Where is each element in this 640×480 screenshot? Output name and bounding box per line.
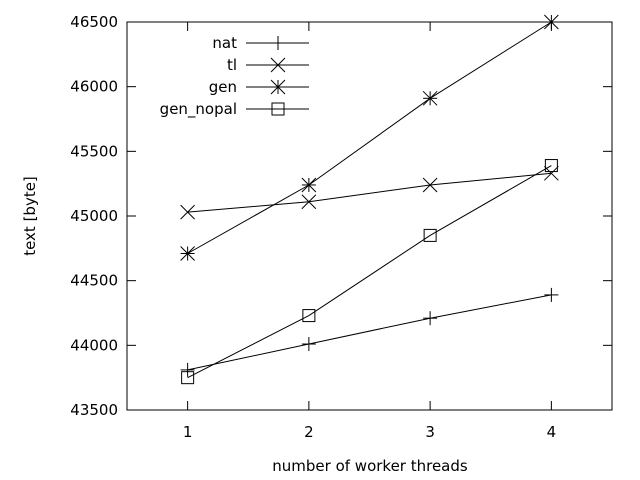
series-gen-point-stroke xyxy=(544,14,559,30)
series-gen-nopal-point xyxy=(544,159,558,173)
legend-gen-nopal-marker-stroke xyxy=(271,102,285,116)
series-gen-nopal-point xyxy=(423,228,437,242)
series-nat-point xyxy=(544,287,559,302)
y-tick-label: 45500 xyxy=(70,142,118,160)
series-tl-point xyxy=(422,177,438,193)
series-gen-point-stroke xyxy=(180,246,195,261)
series-tl-line xyxy=(187,172,552,213)
plot-frame xyxy=(126,21,613,411)
legend-nat-marker xyxy=(271,36,285,50)
series-layer xyxy=(180,14,559,385)
series-tl-point-stroke xyxy=(180,204,195,220)
y-tick-label: 44000 xyxy=(70,336,118,354)
series-gen-nopal-point-stroke xyxy=(181,371,195,385)
legend: nat tl gen gen_nopal xyxy=(160,34,309,119)
y-tick-label: 46500 xyxy=(70,13,118,31)
series-gen-line xyxy=(187,21,552,254)
x-tick-label: 2 xyxy=(304,423,314,441)
series-gen-nopal-point-stroke xyxy=(302,309,316,323)
series-gen-point xyxy=(301,177,317,193)
series-tl-point xyxy=(301,194,317,210)
x-tick-label: 1 xyxy=(183,423,193,441)
series-tl-point xyxy=(180,204,195,220)
legend-gen-label: gen xyxy=(209,78,237,96)
series-gen-point xyxy=(180,246,195,261)
series-nat xyxy=(180,287,559,377)
series-gen-nopal xyxy=(181,159,558,385)
y-tick-label: 43500 xyxy=(70,401,118,419)
series-gen-nopal-point-stroke xyxy=(423,228,437,242)
x-tick-label: 4 xyxy=(547,423,557,441)
series-nat-point xyxy=(301,337,316,352)
legend-tl-label: tl xyxy=(227,56,237,74)
series-gen-nopal-point xyxy=(181,371,195,385)
x-axis-label: number of worker threads xyxy=(272,457,468,475)
legend-gen-marker xyxy=(270,79,286,95)
series-tl-point-stroke xyxy=(544,165,559,181)
x-axis: 1 2 3 4 xyxy=(183,22,556,441)
legend-tl-marker xyxy=(270,57,286,73)
series-tl-point-stroke xyxy=(422,177,438,193)
legend-tl-marker-stroke xyxy=(270,57,286,73)
legend-gen-nopal-label: gen_nopal xyxy=(160,100,237,119)
series-gen-nopal-line xyxy=(187,165,552,379)
y-tick-label: 45000 xyxy=(70,207,118,225)
y-tick-label: 44500 xyxy=(70,272,118,290)
y-axis: 43500 44000 44500 45000 45500 46000 46500 xyxy=(70,13,612,419)
y-axis-label: text [byte] xyxy=(21,176,39,256)
x-tick-label: 3 xyxy=(425,423,435,441)
legend-nat-label: nat xyxy=(212,34,237,52)
series-tl xyxy=(180,165,559,220)
y-tick-label: 46000 xyxy=(70,78,118,96)
series-nat-point xyxy=(180,362,195,377)
series-gen xyxy=(180,14,559,261)
series-gen-nopal-point xyxy=(302,309,316,323)
series-gen-point xyxy=(422,90,438,106)
series-gen-nopal-point-stroke xyxy=(544,159,558,173)
legend-gen-marker-stroke xyxy=(270,79,286,95)
legend-gen-nopal-marker xyxy=(271,102,285,116)
series-nat-line xyxy=(187,294,552,371)
series-gen-point-stroke xyxy=(301,177,317,193)
series-gen-point-stroke xyxy=(422,90,438,106)
series-tl-point-stroke xyxy=(301,194,317,210)
series-gen-point xyxy=(544,14,559,30)
series-nat-point xyxy=(423,311,438,326)
